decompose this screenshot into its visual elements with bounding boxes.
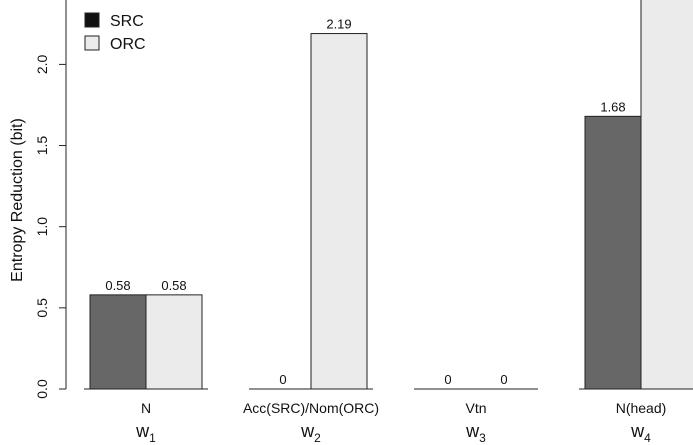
bar-value-label: 1.68 <box>600 99 625 114</box>
bar-orc <box>145 294 203 390</box>
bars <box>89 0 693 390</box>
bar-value-label: 2.19 <box>326 17 351 32</box>
bar-value-label: 0 <box>279 372 286 387</box>
bar-value-label: 0 <box>444 372 451 387</box>
bar-value-label: 0 <box>500 372 507 387</box>
word-position-label: w4 <box>630 421 651 445</box>
category-label: Acc(SRC)/Nom(ORC) <box>243 400 379 416</box>
word-position-label: w2 <box>300 421 321 445</box>
y-axis: 0.00.51.01.52.02.5 <box>34 0 67 399</box>
legend-swatch-orc <box>84 35 100 51</box>
y-tick-label: 1.0 <box>34 217 50 237</box>
word-position-label: w1 <box>135 421 156 445</box>
legend-swatch-src <box>84 12 100 28</box>
y-axis-label: Entropy Reduction (bit) <box>9 118 26 282</box>
bar-value-label: 0.58 <box>161 278 186 293</box>
y-tick-label: 0.0 <box>34 379 50 399</box>
bar-src <box>89 294 147 390</box>
bar-orc <box>640 0 693 390</box>
y-tick-label: 0.5 <box>34 298 50 318</box>
bar-src <box>584 115 642 390</box>
legend-label-orc: ORC <box>110 36 146 53</box>
category-label: N(head) <box>616 400 667 416</box>
y-tick-label: 1.5 <box>34 136 50 156</box>
word-position-label: w3 <box>465 421 486 445</box>
category-label: N <box>141 400 151 416</box>
group-labels: Nw1 Acc(SRC)/Nom(ORC) w2 Vtn w3 N(head) w4 <box>135 400 666 445</box>
category-label: Vtn <box>465 400 486 416</box>
bar-value-label: 0.58 <box>105 278 130 293</box>
legend-label-src: SRC <box>110 13 144 30</box>
y-tick-label: 2.0 <box>34 54 50 74</box>
legend: SRC ORC <box>84 12 146 53</box>
bar-orc <box>310 33 368 390</box>
